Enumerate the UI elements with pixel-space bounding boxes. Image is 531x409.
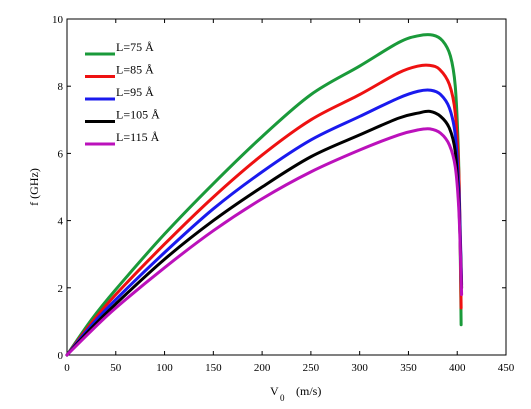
- x-tick-label: 150: [205, 362, 222, 374]
- legend-label-2: L=95 Å: [116, 85, 154, 99]
- series-line-4: [65, 127, 464, 357]
- x-axis-title: V 0 (m/s): [270, 384, 321, 403]
- y-tick-label: 10: [52, 14, 64, 26]
- x-tick-label: 50: [110, 362, 122, 374]
- y-tick-label: 2: [58, 283, 64, 295]
- plot-area: [66, 18, 507, 356]
- y-tick-label: 6: [58, 148, 64, 160]
- y-axis-title: f (GHz): [27, 168, 41, 206]
- x-tick-label: 0: [64, 362, 70, 374]
- legend-label-4: L=115 Å: [116, 130, 160, 144]
- y-tick-label: 0: [58, 350, 64, 362]
- y-tick-label: 4: [58, 216, 64, 228]
- x-tick-label: 300: [351, 362, 368, 374]
- x-tick-label: 350: [400, 362, 417, 374]
- x-tick-label: 250: [303, 362, 320, 374]
- axis-ticks: 0 50 100 150 200 250 300 350 400 450 0 2 4 6 8 10: [52, 14, 515, 374]
- legend-label-0: L=75 Å: [116, 40, 154, 54]
- x-axis-title-subscript: 0: [280, 393, 285, 403]
- y-tick-label: 8: [58, 81, 64, 93]
- x-tick-label: 200: [254, 362, 271, 374]
- series-line-2: [65, 88, 464, 357]
- x-tick-label: 450: [498, 362, 515, 374]
- x-tick-label: 100: [156, 362, 173, 374]
- legend-label-1: L=85 Å: [116, 63, 154, 77]
- series-line-1: [65, 63, 463, 357]
- x-axis-title-unit: (m/s): [296, 384, 321, 398]
- x-axis-title-symbol: V: [270, 384, 279, 398]
- series-layer: [65, 33, 464, 357]
- series-line-3: [65, 109, 464, 357]
- series-line-0: [65, 33, 463, 357]
- legend: L=75 Å L=85 Å L=95 Å L=105 Å L=115 Å: [85, 40, 160, 146]
- legend-label-3: L=105 Å: [116, 108, 160, 122]
- x-tick-label: 400: [449, 362, 466, 374]
